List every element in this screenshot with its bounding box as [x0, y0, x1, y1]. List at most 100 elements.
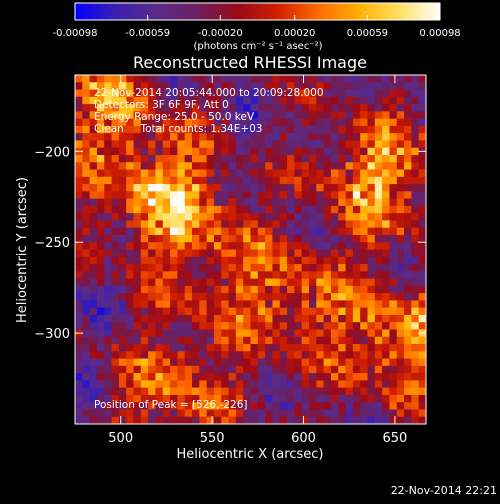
heatmap-cell: [126, 358, 135, 367]
heatmap-cell: [374, 133, 383, 142]
heatmap-cell: [96, 387, 105, 396]
heatmap-cell: [75, 205, 83, 214]
heatmap-cell: [323, 278, 332, 287]
heatmap-cell: [82, 271, 91, 280]
heatmap-cell: [155, 249, 164, 258]
heatmap-cell: [257, 344, 266, 352]
heatmap-cell: [177, 213, 186, 222]
heatmap-cell: [389, 351, 398, 360]
heatmap-cell: [96, 307, 105, 316]
heatmap-cell: [148, 256, 157, 265]
heatmap-cell: [75, 96, 83, 105]
heatmap-cell: [272, 154, 281, 163]
heatmap-cell: [309, 394, 317, 403]
heatmap-cell: [360, 111, 369, 120]
heatmap-cell: [170, 256, 178, 265]
heatmap-cell: [184, 271, 193, 280]
heatmap-cell: [170, 307, 178, 316]
heatmap-cell: [316, 82, 325, 91]
heatmap-cell: [411, 409, 420, 418]
heatmap-cell: [367, 300, 376, 309]
heatmap-cell: [89, 358, 98, 367]
heatmap-cell: [382, 111, 391, 120]
heatmap-cell: [396, 75, 405, 83]
heatmap-cell: [396, 249, 405, 258]
heatmap-cell: [309, 96, 317, 105]
heatmap-cell: [360, 365, 369, 374]
heatmap-cell: [367, 198, 376, 207]
heatmap-cell: [206, 329, 215, 338]
heatmap-cell: [75, 264, 83, 272]
heatmap-cell: [352, 307, 361, 316]
heatmap-cell: [170, 358, 178, 367]
heatmap-cell: [382, 213, 391, 222]
heatmap-cell: [265, 293, 274, 301]
heatmap-cell: [162, 344, 171, 352]
heatmap-cell: [126, 234, 135, 243]
heatmap-cell: [155, 220, 164, 229]
heatmap-cell: [360, 394, 369, 403]
heatmap-cell: [133, 387, 142, 396]
heatmap-cell: [140, 111, 149, 120]
heatmap-cell: [316, 198, 325, 207]
heatmap-cell: [184, 358, 193, 367]
heatmap-cell: [184, 104, 193, 112]
heatmap-cell: [250, 82, 259, 91]
heatmap-cell: [279, 140, 288, 149]
heatmap-cell: [323, 256, 332, 265]
heatmap-cell: [287, 416, 295, 424]
heatmap-cell: [309, 220, 317, 229]
heatmap-cell: [162, 227, 171, 236]
heatmap-cell: [352, 140, 361, 149]
heatmap-cell: [389, 227, 398, 236]
heatmap-cell: [82, 220, 91, 229]
heatmap-cell: [228, 394, 237, 403]
heatmap-cell: [140, 387, 149, 396]
heatmap-cell: [294, 205, 303, 214]
heatmap-cell: [257, 227, 266, 236]
heatmap-cell: [89, 351, 98, 360]
heatmap-cell: [111, 184, 120, 192]
heatmap-cell: [389, 205, 398, 214]
heatmap-cell: [411, 125, 420, 134]
heatmap-cell: [133, 336, 142, 345]
heatmap-cell: [192, 329, 200, 338]
heatmap-cell: [170, 394, 178, 403]
heatmap-cell: [330, 373, 339, 381]
heatmap-cell: [199, 293, 208, 301]
heatmap-cell: [309, 380, 317, 389]
heatmap-cell: [96, 104, 105, 112]
heatmap-cell: [396, 89, 405, 98]
heatmap-cell: [155, 162, 164, 171]
heatmap-cell: [228, 191, 237, 200]
heatmap-cell: [228, 387, 237, 396]
heatmap-cell: [323, 176, 332, 185]
heatmap-cell: [140, 140, 149, 149]
heatmap-cell: [148, 394, 157, 403]
heatmap-cell: [213, 314, 222, 323]
heatmap-cell: [265, 213, 274, 222]
heatmap-cell: [228, 278, 237, 287]
heatmap-cell: [396, 416, 405, 424]
heatmap-cell: [235, 416, 244, 424]
heatmap-cell: [192, 358, 200, 367]
heatmap-cell: [257, 256, 266, 265]
heatmap-cell: [374, 256, 383, 265]
heatmap-cell: [352, 213, 361, 222]
heatmap-cell: [213, 96, 222, 105]
heatmap-cell: [338, 264, 347, 272]
heatmap-cell: [352, 264, 361, 272]
heatmap-cell: [170, 125, 178, 134]
heatmap-cell: [396, 133, 405, 142]
heatmap-cell: [330, 249, 339, 258]
heatmap-cell: [294, 256, 303, 265]
heatmap-cell: [96, 264, 105, 272]
heatmap-cell: [330, 184, 339, 192]
heatmap-cell: [221, 96, 230, 105]
heatmap-cell: [221, 89, 230, 98]
heatmap-cell: [309, 278, 317, 287]
heatmap-cell: [374, 205, 383, 214]
heatmap-cell: [396, 314, 405, 323]
heatmap-cell: [352, 329, 361, 338]
heatmap-cell: [89, 176, 98, 185]
